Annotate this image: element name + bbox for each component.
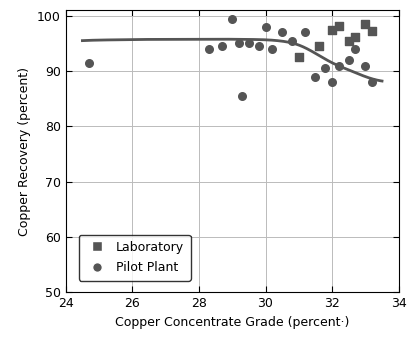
Point bbox=[269, 46, 275, 52]
Point bbox=[245, 41, 252, 46]
Point bbox=[206, 46, 212, 52]
Point bbox=[312, 74, 319, 79]
Y-axis label: Copper Recovery (percent): Copper Recovery (percent) bbox=[18, 67, 32, 236]
Point bbox=[316, 44, 322, 49]
Point bbox=[345, 38, 352, 44]
Point bbox=[322, 66, 329, 71]
Point bbox=[362, 63, 369, 68]
Point bbox=[256, 44, 262, 49]
Point bbox=[369, 29, 375, 34]
Point bbox=[262, 24, 269, 30]
Point bbox=[335, 23, 342, 29]
Point bbox=[352, 34, 359, 39]
Point bbox=[289, 38, 296, 44]
Point bbox=[239, 93, 245, 99]
Point bbox=[296, 54, 302, 60]
Point bbox=[229, 16, 236, 21]
Point bbox=[219, 44, 226, 49]
Point bbox=[279, 30, 285, 35]
Point bbox=[302, 30, 309, 35]
Point bbox=[329, 80, 335, 85]
Point bbox=[86, 60, 92, 66]
Point bbox=[352, 46, 359, 52]
Point bbox=[296, 54, 302, 60]
Point bbox=[369, 80, 375, 85]
Point bbox=[345, 57, 352, 63]
Point bbox=[329, 27, 335, 32]
X-axis label: Copper Concentrate Grade (percent·): Copper Concentrate Grade (percent·) bbox=[115, 316, 349, 329]
Legend: Laboratory, Pilot Plant: Laboratory, Pilot Plant bbox=[79, 235, 191, 280]
Point bbox=[362, 21, 369, 27]
Point bbox=[335, 63, 342, 68]
Point bbox=[236, 41, 242, 46]
